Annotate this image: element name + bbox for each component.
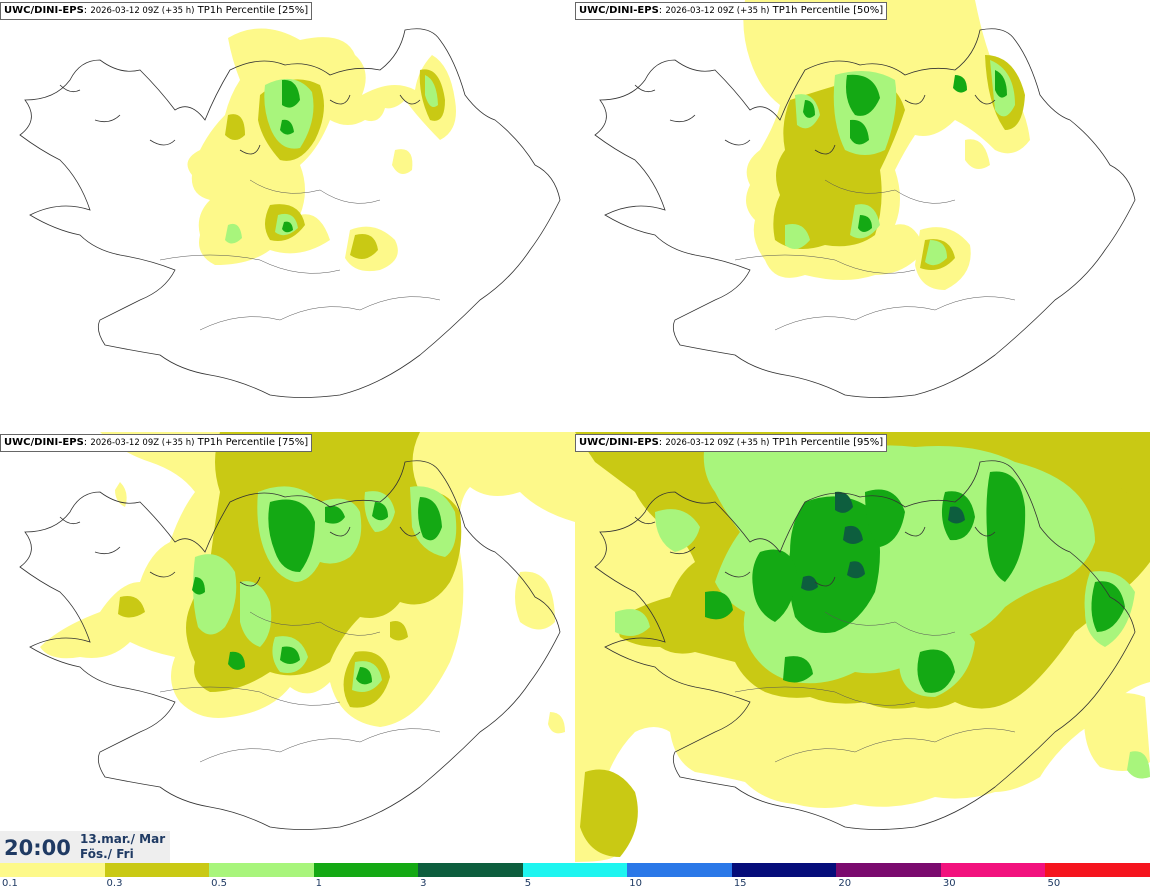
precip-shading	[575, 432, 1150, 862]
panel-title: UWC/DINI-EPS: 2026-03-12 09Z (+35 h) TP1…	[0, 434, 313, 452]
colorbar-swatch	[104, 863, 210, 877]
colorbar-swatch	[1045, 863, 1150, 877]
colorbar-tick-label: 20	[838, 878, 852, 889]
coastline	[594, 460, 1136, 830]
colorbar-swatch	[522, 863, 628, 877]
boundaries	[159, 179, 441, 331]
colorbar-tick-label: 30	[942, 878, 956, 889]
colorbar-tick-label: 0.5	[211, 878, 227, 889]
precip-map-p95	[575, 432, 1150, 862]
valid-time: 20:00	[4, 836, 71, 860]
precip-map-p75	[19, 432, 575, 830]
colorbar-tick-label: 10	[629, 878, 642, 889]
boundaries	[159, 611, 441, 763]
coastline	[19, 460, 561, 830]
colorbar-tick-label: 15	[733, 878, 747, 889]
colorbar-swatch	[0, 863, 105, 877]
colorbar-tick-label: 1	[315, 878, 322, 889]
colorbar-tick-label: 50	[1047, 878, 1061, 889]
colorbar-swatch	[418, 863, 523, 877]
colorbar-swatch	[627, 863, 732, 877]
map-panel-p75: UWC/DINI-EPS: 2026-03-12 09Z (+35 h) TP1…	[0, 432, 575, 862]
colorbar-swatch	[836, 863, 941, 877]
map-panel-p95: UWC/DINI-EPS: 2026-03-12 09Z (+35 h) TP1…	[575, 432, 1150, 862]
colorbar-swatch	[209, 863, 314, 877]
colorbar-swatch	[940, 863, 1046, 877]
precip-map-p50	[594, 0, 1136, 398]
panel-title: UWC/DINI-EPS: 2026-03-12 09Z (+35 h) TP1…	[575, 434, 888, 452]
precip-shading	[187, 28, 456, 272]
precip-shading	[743, 0, 1030, 290]
colorbar	[0, 863, 1150, 877]
coastline	[594, 28, 1136, 398]
map-panel-p50: UWC/DINI-EPS: 2026-03-12 09Z (+35 h) TP1…	[575, 0, 1150, 430]
colorbar-labels: 0.1 0.3 0.5 1 3 5 10 15 20 30 50	[0, 877, 1150, 891]
colorbar-tick-label: 5	[524, 878, 532, 889]
valid-date: 13.mar./ Mar	[80, 832, 166, 846]
precip-shading	[40, 432, 575, 734]
valid-weekday: Fös./ Fri	[80, 847, 134, 861]
precip-map-p25	[19, 28, 561, 398]
colorbar-swatch	[731, 863, 837, 877]
valid-time-box: 20:00 13.mar./ Mar Fös./ Fri	[0, 831, 170, 863]
colorbar-tick-label: 3	[420, 878, 427, 889]
boundaries	[734, 179, 1016, 331]
map-panel-p25: UWC/DINI-EPS: 2026-03-12 09Z (+35 h) TP1…	[0, 0, 575, 430]
colorbar-swatch	[313, 863, 419, 877]
colorbar-tick-label: 0.3	[106, 878, 123, 889]
boundaries	[734, 611, 1016, 763]
coastline	[19, 28, 561, 398]
panel-title: UWC/DINI-EPS: 2026-03-12 09Z (+35 h) TP1…	[575, 2, 888, 20]
panel-title: UWC/DINI-EPS: 2026-03-12 09Z (+35 h) TP1…	[0, 2, 313, 20]
colorbar-tick-label: 0.1	[2, 878, 18, 889]
